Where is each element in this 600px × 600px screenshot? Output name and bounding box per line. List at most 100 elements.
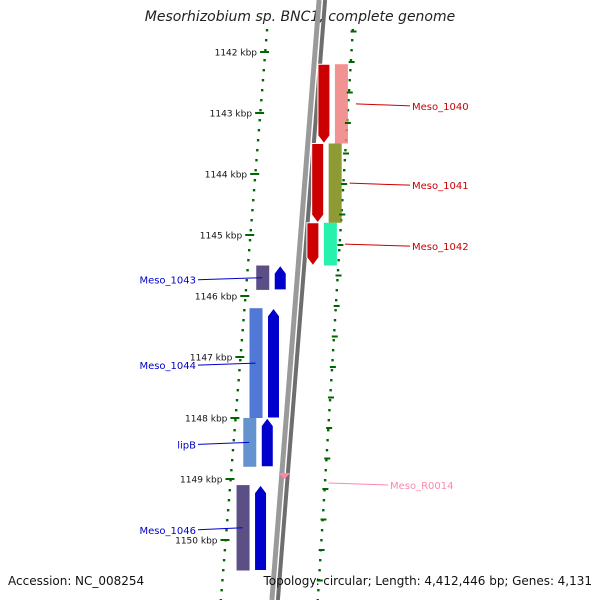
scale-dot — [351, 39, 354, 42]
gene-label-meso-1042[interactable]: Meso_1042 — [412, 242, 469, 253]
gene-label-lipb[interactable]: lipB — [177, 440, 196, 451]
length-label: Length: — [375, 574, 421, 588]
feature-bands — [236, 64, 348, 571]
scale-dot — [245, 279, 248, 282]
scale-tick-label: 1143 kbp — [210, 110, 253, 120]
scale-dot — [333, 329, 336, 332]
scale-dot — [235, 399, 239, 402]
scale-dot — [333, 319, 337, 322]
scale-dot — [238, 369, 241, 372]
scale-dot — [258, 119, 261, 122]
gene-arrows — [254, 63, 331, 571]
scale-dot — [347, 99, 350, 102]
topology-label: Topology: — [263, 574, 320, 588]
scale-dot — [262, 69, 265, 72]
gene-label-meso-1044[interactable]: Meso_1044 — [139, 361, 196, 372]
scale-dot — [325, 459, 328, 462]
scale-dot — [330, 379, 333, 382]
scale-dot — [261, 79, 265, 82]
scale-dot — [220, 589, 223, 592]
gene-arrow-meso-1043[interactable] — [273, 264, 287, 291]
scale-dot — [331, 349, 335, 352]
gene-leader-lipb — [197, 441, 250, 445]
gene-arrow-lipb[interactable] — [260, 417, 274, 468]
accession-line: Accession: NC_008254 — [8, 574, 144, 588]
gene-arrow-meso-r0014[interactable] — [278, 472, 291, 479]
scale-dot — [335, 289, 339, 292]
scale-dot — [260, 99, 263, 102]
gene-arrow-meso-1042[interactable] — [306, 222, 320, 267]
gene-leader-meso-r0014 — [328, 482, 389, 486]
scale-dot — [265, 29, 269, 32]
genome-stats-line: Topology: circular; Length: 4,412,446 bp; Ge… — [263, 574, 592, 588]
scale-dot — [247, 249, 251, 252]
gene-band-meso-1043 — [256, 265, 270, 290]
scale-dot — [327, 429, 330, 432]
scale-tick-label: 1150 kbp — [175, 537, 218, 547]
scale-dot — [348, 79, 351, 82]
scale-tick-label: 1149 kbp — [180, 476, 223, 486]
scale-dot — [264, 49, 267, 52]
gene-band-meso-1041 — [328, 143, 342, 223]
scale-tick-label: 1146 kbp — [195, 293, 238, 303]
scale-dot — [322, 509, 325, 512]
gene-leader-meso-1042 — [344, 243, 411, 247]
gene-label-meso-r0014[interactable]: Meso_R0014 — [390, 481, 454, 492]
scale-dot — [231, 449, 235, 452]
gene-band-meso-1040 — [334, 64, 348, 144]
genes-label: Genes: — [512, 574, 555, 588]
genes-value: 4,131 — [557, 574, 592, 588]
scale-tick-label: 1142 kbp — [215, 49, 258, 59]
scale-dot — [336, 269, 340, 272]
gene-label-meso-1046[interactable]: Meso_1046 — [139, 526, 196, 537]
gene-label-meso-1040[interactable]: Meso_1040 — [412, 102, 469, 113]
scale-dot — [328, 399, 332, 402]
gene-label-meso-1041[interactable]: Meso_1041 — [412, 181, 469, 192]
scale-dot — [246, 269, 249, 272]
scale-dot — [230, 459, 234, 462]
gene-leader-meso-1044 — [197, 362, 256, 366]
scale-dot — [248, 239, 252, 242]
scale-dot — [244, 289, 248, 292]
scale-dot — [254, 169, 257, 172]
scale-dot — [318, 569, 321, 572]
scale-dot — [343, 159, 347, 162]
scale-dot — [221, 579, 224, 582]
gene-arrow-meso-1046[interactable] — [254, 484, 268, 571]
scale-dot — [239, 349, 243, 352]
scale-dot — [326, 439, 329, 442]
scale-dot — [323, 489, 326, 492]
scale-dot — [242, 319, 245, 322]
gene-band-meso-1042 — [323, 222, 337, 266]
scale-dot — [334, 309, 337, 312]
scale-dot — [328, 409, 331, 412]
genome-backbone — [269, 0, 328, 600]
scale-dot — [243, 299, 247, 302]
scale-dot — [260, 89, 264, 92]
scale-dot — [349, 69, 352, 72]
scale-dot — [232, 439, 235, 442]
gene-label-meso-1043[interactable]: Meso_1043 — [139, 276, 196, 287]
scale-dot — [329, 389, 332, 392]
gene-leader-meso-1041 — [349, 182, 411, 186]
scale-dot — [351, 29, 355, 32]
scale-dot — [340, 209, 343, 212]
gene-arrow-meso-1040[interactable] — [317, 63, 331, 145]
scale-dot — [344, 149, 347, 152]
accession-value: NC_008254 — [75, 574, 145, 588]
scale-dot — [249, 229, 253, 232]
scale-dot — [350, 49, 353, 52]
scale-dot — [322, 499, 326, 502]
gene-band-meso-1044 — [249, 308, 263, 418]
scale-dot — [229, 479, 232, 482]
gene-arrow-meso-1044[interactable] — [267, 307, 281, 419]
gene-band-meso-1046 — [236, 485, 250, 571]
scale-dot — [226, 509, 230, 512]
scale-dot — [331, 359, 334, 362]
scale-dot — [230, 469, 233, 472]
gene-arrow-meso-1041[interactable] — [311, 143, 325, 224]
scale-dot — [251, 209, 254, 212]
scale-dot — [337, 259, 340, 262]
scale-dot — [240, 339, 244, 342]
